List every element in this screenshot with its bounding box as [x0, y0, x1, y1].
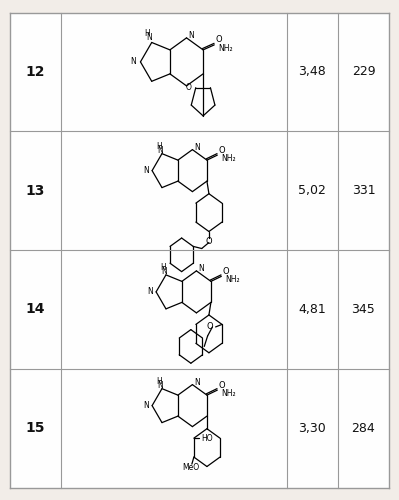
- Text: 4,81: 4,81: [298, 303, 326, 316]
- Text: N: N: [162, 267, 167, 276]
- Text: 14: 14: [26, 302, 45, 316]
- Text: N: N: [194, 142, 200, 152]
- Text: O: O: [216, 36, 223, 44]
- Text: MeO: MeO: [182, 462, 200, 471]
- Text: N: N: [131, 58, 136, 66]
- Text: 15: 15: [26, 421, 45, 435]
- Text: H: H: [156, 142, 162, 150]
- Text: N: N: [158, 146, 163, 154]
- Text: 3,30: 3,30: [298, 422, 326, 434]
- Text: 5,02: 5,02: [298, 184, 326, 197]
- Text: 229: 229: [352, 66, 375, 78]
- Text: O: O: [219, 381, 225, 390]
- Text: N: N: [146, 34, 152, 42]
- Text: NH₂: NH₂: [221, 154, 236, 162]
- Text: O: O: [223, 268, 229, 276]
- Text: O: O: [219, 146, 225, 155]
- Text: 13: 13: [26, 184, 45, 198]
- Text: NH₂: NH₂: [218, 44, 233, 53]
- Text: 331: 331: [352, 184, 375, 197]
- Text: H: H: [156, 376, 162, 386]
- Text: 345: 345: [352, 303, 375, 316]
- Text: N: N: [143, 166, 149, 175]
- Text: 12: 12: [26, 65, 45, 79]
- Text: 3,48: 3,48: [298, 66, 326, 78]
- Text: N: N: [143, 401, 149, 410]
- Text: NH₂: NH₂: [225, 275, 240, 284]
- Text: HO: HO: [201, 434, 213, 442]
- Text: NH₂: NH₂: [221, 388, 236, 398]
- Text: N: N: [198, 264, 204, 273]
- Text: H: H: [160, 263, 166, 272]
- Text: N: N: [158, 380, 163, 390]
- Text: H: H: [144, 29, 150, 38]
- Text: O: O: [205, 236, 212, 246]
- Text: 284: 284: [352, 422, 375, 434]
- Text: N: N: [188, 31, 194, 40]
- Text: N: N: [147, 288, 153, 296]
- Text: N: N: [194, 378, 200, 386]
- Text: O: O: [206, 322, 213, 332]
- Text: O: O: [186, 83, 192, 92]
